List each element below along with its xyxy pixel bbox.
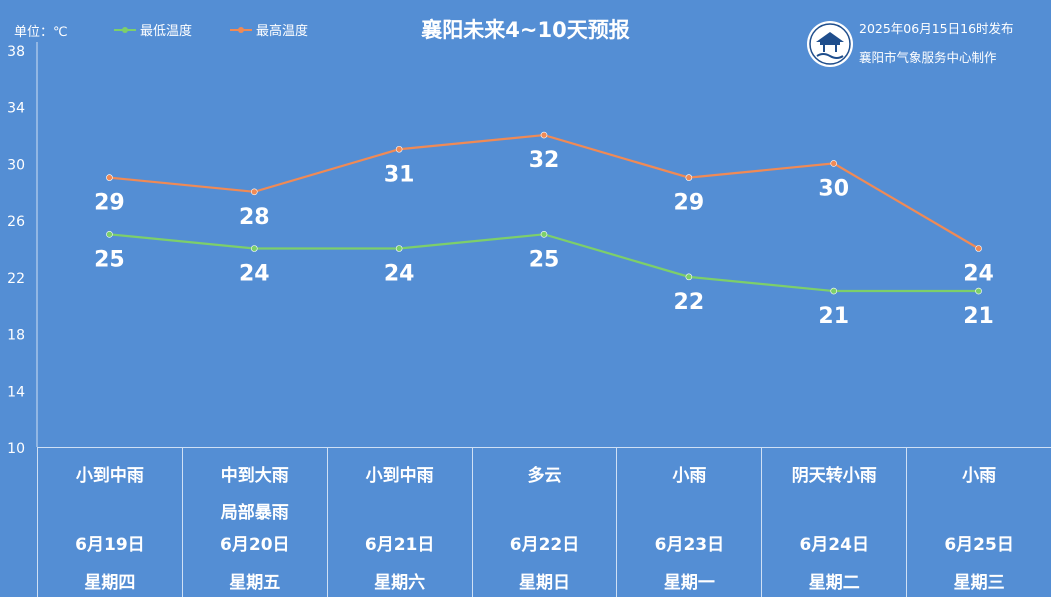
weather-line: 局部暴雨 — [220, 503, 289, 523]
weather-line: 中到大雨 — [220, 466, 289, 486]
y-axis: 10 14 18 22 26 30 34 38 — [7, 42, 38, 457]
date-label: 6月24日 — [799, 535, 869, 555]
weather-text: 多云 — [473, 458, 617, 495]
weekday-label: 星期五 — [229, 573, 281, 593]
forecast-column: 小雨 6月25日 星期三 — [906, 448, 1051, 597]
low-temp-label: 24 — [239, 262, 270, 287]
weather-text: 小到中雨 — [328, 458, 472, 495]
low-temp-point — [975, 287, 982, 295]
weekday-label: 星期二 — [808, 573, 860, 593]
xiangyang-weather-seal-icon — [807, 21, 853, 67]
legend-low: 最低温度 — [114, 20, 192, 39]
high-temp-label: 31 — [384, 162, 415, 187]
y-tick-label: 26 — [7, 214, 25, 230]
high-temp-label: 29 — [674, 191, 705, 216]
weekday-label: 星期日 — [519, 573, 570, 593]
low-temp-point — [540, 231, 548, 238]
legend-low-swatch — [114, 26, 136, 33]
forecast-table: 小到中雨 6月19日 星期四 中到大雨 局部暴雨 6月20日 星期五 小到中雨 … — [37, 447, 1051, 597]
weekday-label: 星期四 — [84, 573, 136, 593]
date-label: 6月23日 — [654, 535, 725, 555]
date-label: 6月21日 — [364, 535, 435, 555]
data-labels: 25 24 24 25 22 21 21 29 28 31 32 29 30 24 — [94, 148, 994, 329]
low-temp-point — [830, 287, 838, 295]
legend-high-swatch — [230, 26, 252, 33]
chart-title: 襄阳未来4~10天预报 — [421, 18, 630, 42]
y-tick-label: 34 — [7, 101, 25, 117]
weather-text: 小到中雨 — [38, 458, 182, 495]
weather-text: 中到大雨 局部暴雨 — [183, 458, 327, 532]
weather-line: 小雨 — [962, 466, 997, 486]
y-tick-label: 38 — [7, 44, 25, 60]
weather-line: 小到中雨 — [365, 466, 434, 486]
weekday-label: 星期六 — [374, 573, 426, 593]
weather-text: 小雨 — [907, 458, 1051, 495]
weather-text: 阴天转小雨 — [762, 458, 906, 495]
low-temp-label: 25 — [94, 247, 125, 272]
high-temp-label: 28 — [239, 205, 270, 230]
weekday-label: 星期一 — [663, 573, 715, 593]
y-tick-label: 22 — [7, 271, 25, 287]
maker-label: 襄阳市气象服务中心制作 — [859, 50, 997, 65]
high-temp-label: 29 — [94, 191, 125, 216]
y-tick-label: 18 — [7, 328, 25, 344]
high-temp-point — [540, 131, 548, 139]
weekday-label: 星期三 — [953, 573, 1005, 593]
legend-high: 最高温度 — [230, 20, 308, 39]
weather-line: 小雨 — [672, 466, 707, 486]
high-temp-point — [106, 174, 113, 181]
high-temp-label: 24 — [963, 262, 994, 287]
low-temp-label: 21 — [818, 304, 849, 329]
forecast-column: 阴天转小雨 6月24日 星期二 — [761, 448, 906, 597]
forecast-column: 中到大雨 局部暴雨 6月20日 星期五 — [181, 448, 327, 597]
high-temp-point — [685, 174, 693, 181]
high-temp-point — [250, 188, 258, 196]
date-label: 6月20日 — [220, 535, 290, 555]
weather-text: 小雨 — [617, 458, 761, 495]
low-temp-point — [106, 231, 113, 238]
weather-line: 多云 — [527, 466, 562, 486]
forecast-column: 多云 6月22日 星期日 — [471, 448, 617, 597]
low-temp-label: 25 — [529, 247, 560, 272]
low-temp-label: 21 — [963, 304, 994, 329]
y-tick-label: 30 — [7, 157, 25, 173]
legend-low-label: 最低温度 — [140, 24, 193, 39]
weather-line: 小到中雨 — [75, 466, 144, 486]
y-tick-label: 14 — [7, 384, 25, 400]
forecast-column: 小到中雨 6月21日 星期六 — [326, 448, 472, 597]
unit-label: 单位：℃ — [14, 25, 68, 40]
forecast-column: 小到中雨 6月19日 星期四 — [37, 448, 182, 597]
date-label: 6月19日 — [75, 535, 145, 555]
low-temp-label: 24 — [384, 262, 415, 287]
date-label: 6月22日 — [509, 535, 580, 555]
high-temp-point — [395, 145, 403, 153]
high-temp-label: 30 — [818, 176, 849, 201]
y-tick-label: 10 — [7, 441, 25, 457]
series-points — [106, 131, 982, 295]
forecast-column: 小雨 6月23日 星期一 — [616, 448, 761, 597]
legend-high-label: 最高温度 — [256, 24, 309, 39]
high-temp-point — [830, 160, 838, 167]
high-temp-label: 32 — [529, 148, 560, 173]
weather-line: 阴天转小雨 — [791, 466, 877, 486]
publish-time: 2025年06月15日16时发布 — [859, 21, 1014, 36]
date-label: 6月25日 — [944, 535, 1014, 555]
low-temp-label: 22 — [674, 290, 705, 315]
high-temp-point — [975, 245, 982, 252]
low-temp-point — [250, 245, 258, 252]
low-temp-point — [395, 245, 403, 252]
low-temp-point — [685, 273, 693, 281]
